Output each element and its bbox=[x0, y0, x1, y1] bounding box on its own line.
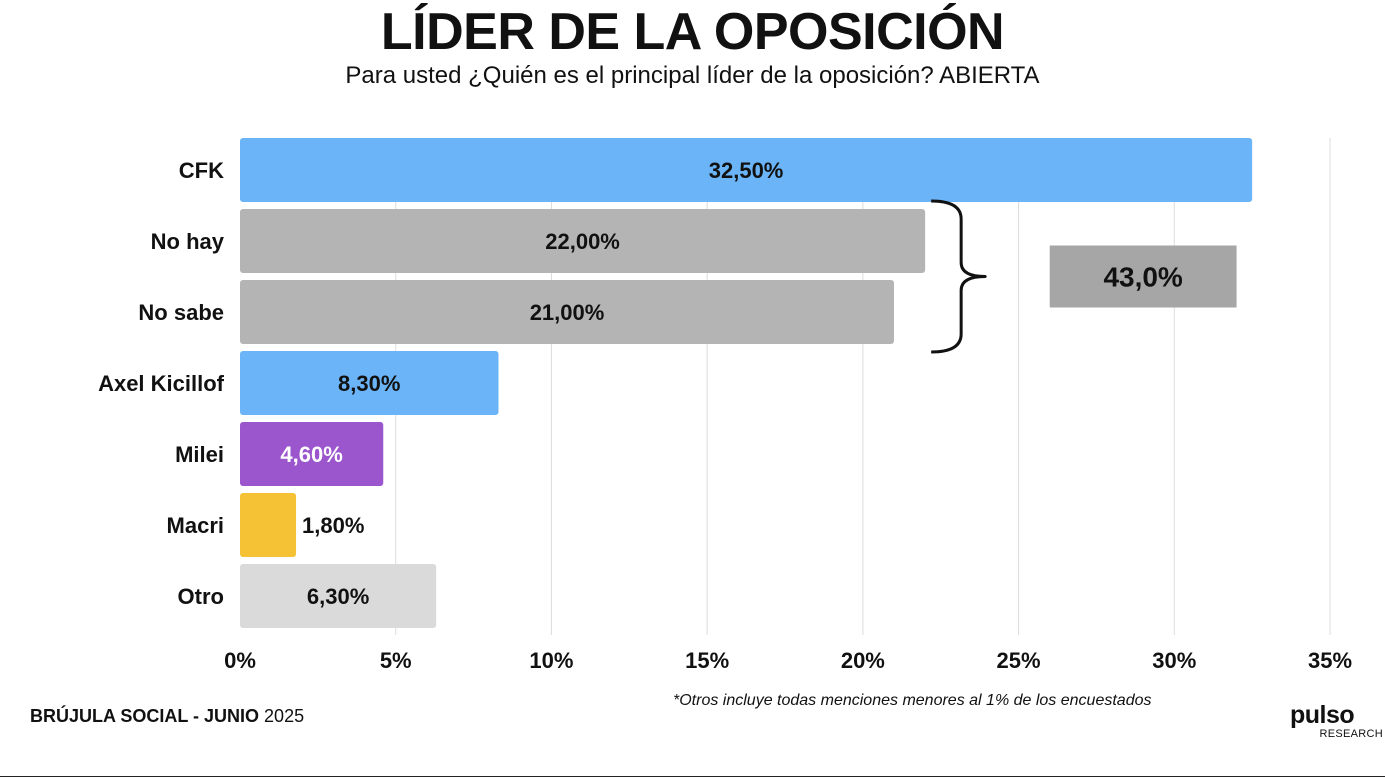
category-label: Macri bbox=[167, 513, 224, 538]
footnote: *Otros incluye todas menciones menores a… bbox=[673, 692, 1152, 709]
x-tick-label: 10% bbox=[529, 648, 573, 673]
bar bbox=[240, 351, 499, 415]
x-tick-label: 0% bbox=[224, 648, 256, 673]
source-name: BRÚJULA SOCIAL - JUNIO bbox=[30, 706, 260, 726]
bar bbox=[240, 422, 384, 486]
chart-subtitle: Para usted ¿Quién es el principal líder … bbox=[345, 62, 1040, 89]
category-label: No hay bbox=[151, 229, 225, 254]
sum-label: 43,0% bbox=[1103, 262, 1182, 293]
bar bbox=[240, 493, 297, 557]
data-label: 21,00% bbox=[530, 300, 605, 325]
x-tick-label: 20% bbox=[841, 648, 885, 673]
data-label: 22,00% bbox=[545, 229, 620, 254]
data-label: 6,30% bbox=[307, 584, 369, 609]
data-label: 4,60% bbox=[280, 442, 342, 467]
bar bbox=[240, 564, 437, 628]
x-tick-label: 15% bbox=[685, 648, 729, 673]
logo-subtext: RESEARCH bbox=[1319, 728, 1383, 740]
sum-box bbox=[1049, 245, 1237, 308]
bar-chart: CFK 32,50% No hay 22,00% No sabe 21,00% Axel K… bbox=[98, 138, 1352, 673]
category-label: CFK bbox=[179, 158, 224, 183]
bar bbox=[240, 209, 926, 273]
x-tick-label: 30% bbox=[1152, 648, 1196, 673]
pulso-logo: pulso RESEARCH bbox=[1290, 702, 1385, 742]
category-label: Axel Kicillof bbox=[98, 371, 225, 396]
logo-wordmark: pulso bbox=[1290, 701, 1355, 729]
chart-title: LÍDER DE LA OPOSICIÓN bbox=[380, 3, 1005, 61]
category-label: No sabe bbox=[138, 300, 224, 325]
x-tick-label: 25% bbox=[997, 648, 1041, 673]
source-year: 2025 bbox=[264, 706, 305, 726]
category-label: Otro bbox=[178, 584, 224, 609]
source-label: BRÚJULA SOCIAL - JUNIO 2025 bbox=[30, 706, 304, 727]
bottom-divider bbox=[0, 776, 1385, 777]
data-label: 1,80% bbox=[302, 513, 364, 538]
bar bbox=[240, 138, 1253, 202]
data-label: 32,50% bbox=[709, 158, 784, 183]
bar bbox=[240, 280, 894, 344]
curly-bracket bbox=[931, 199, 987, 354]
x-tick-label: 5% bbox=[380, 648, 412, 673]
data-label: 8,30% bbox=[338, 371, 400, 396]
x-tick-label: 35% bbox=[1308, 648, 1352, 673]
category-label: Milei bbox=[175, 442, 224, 467]
